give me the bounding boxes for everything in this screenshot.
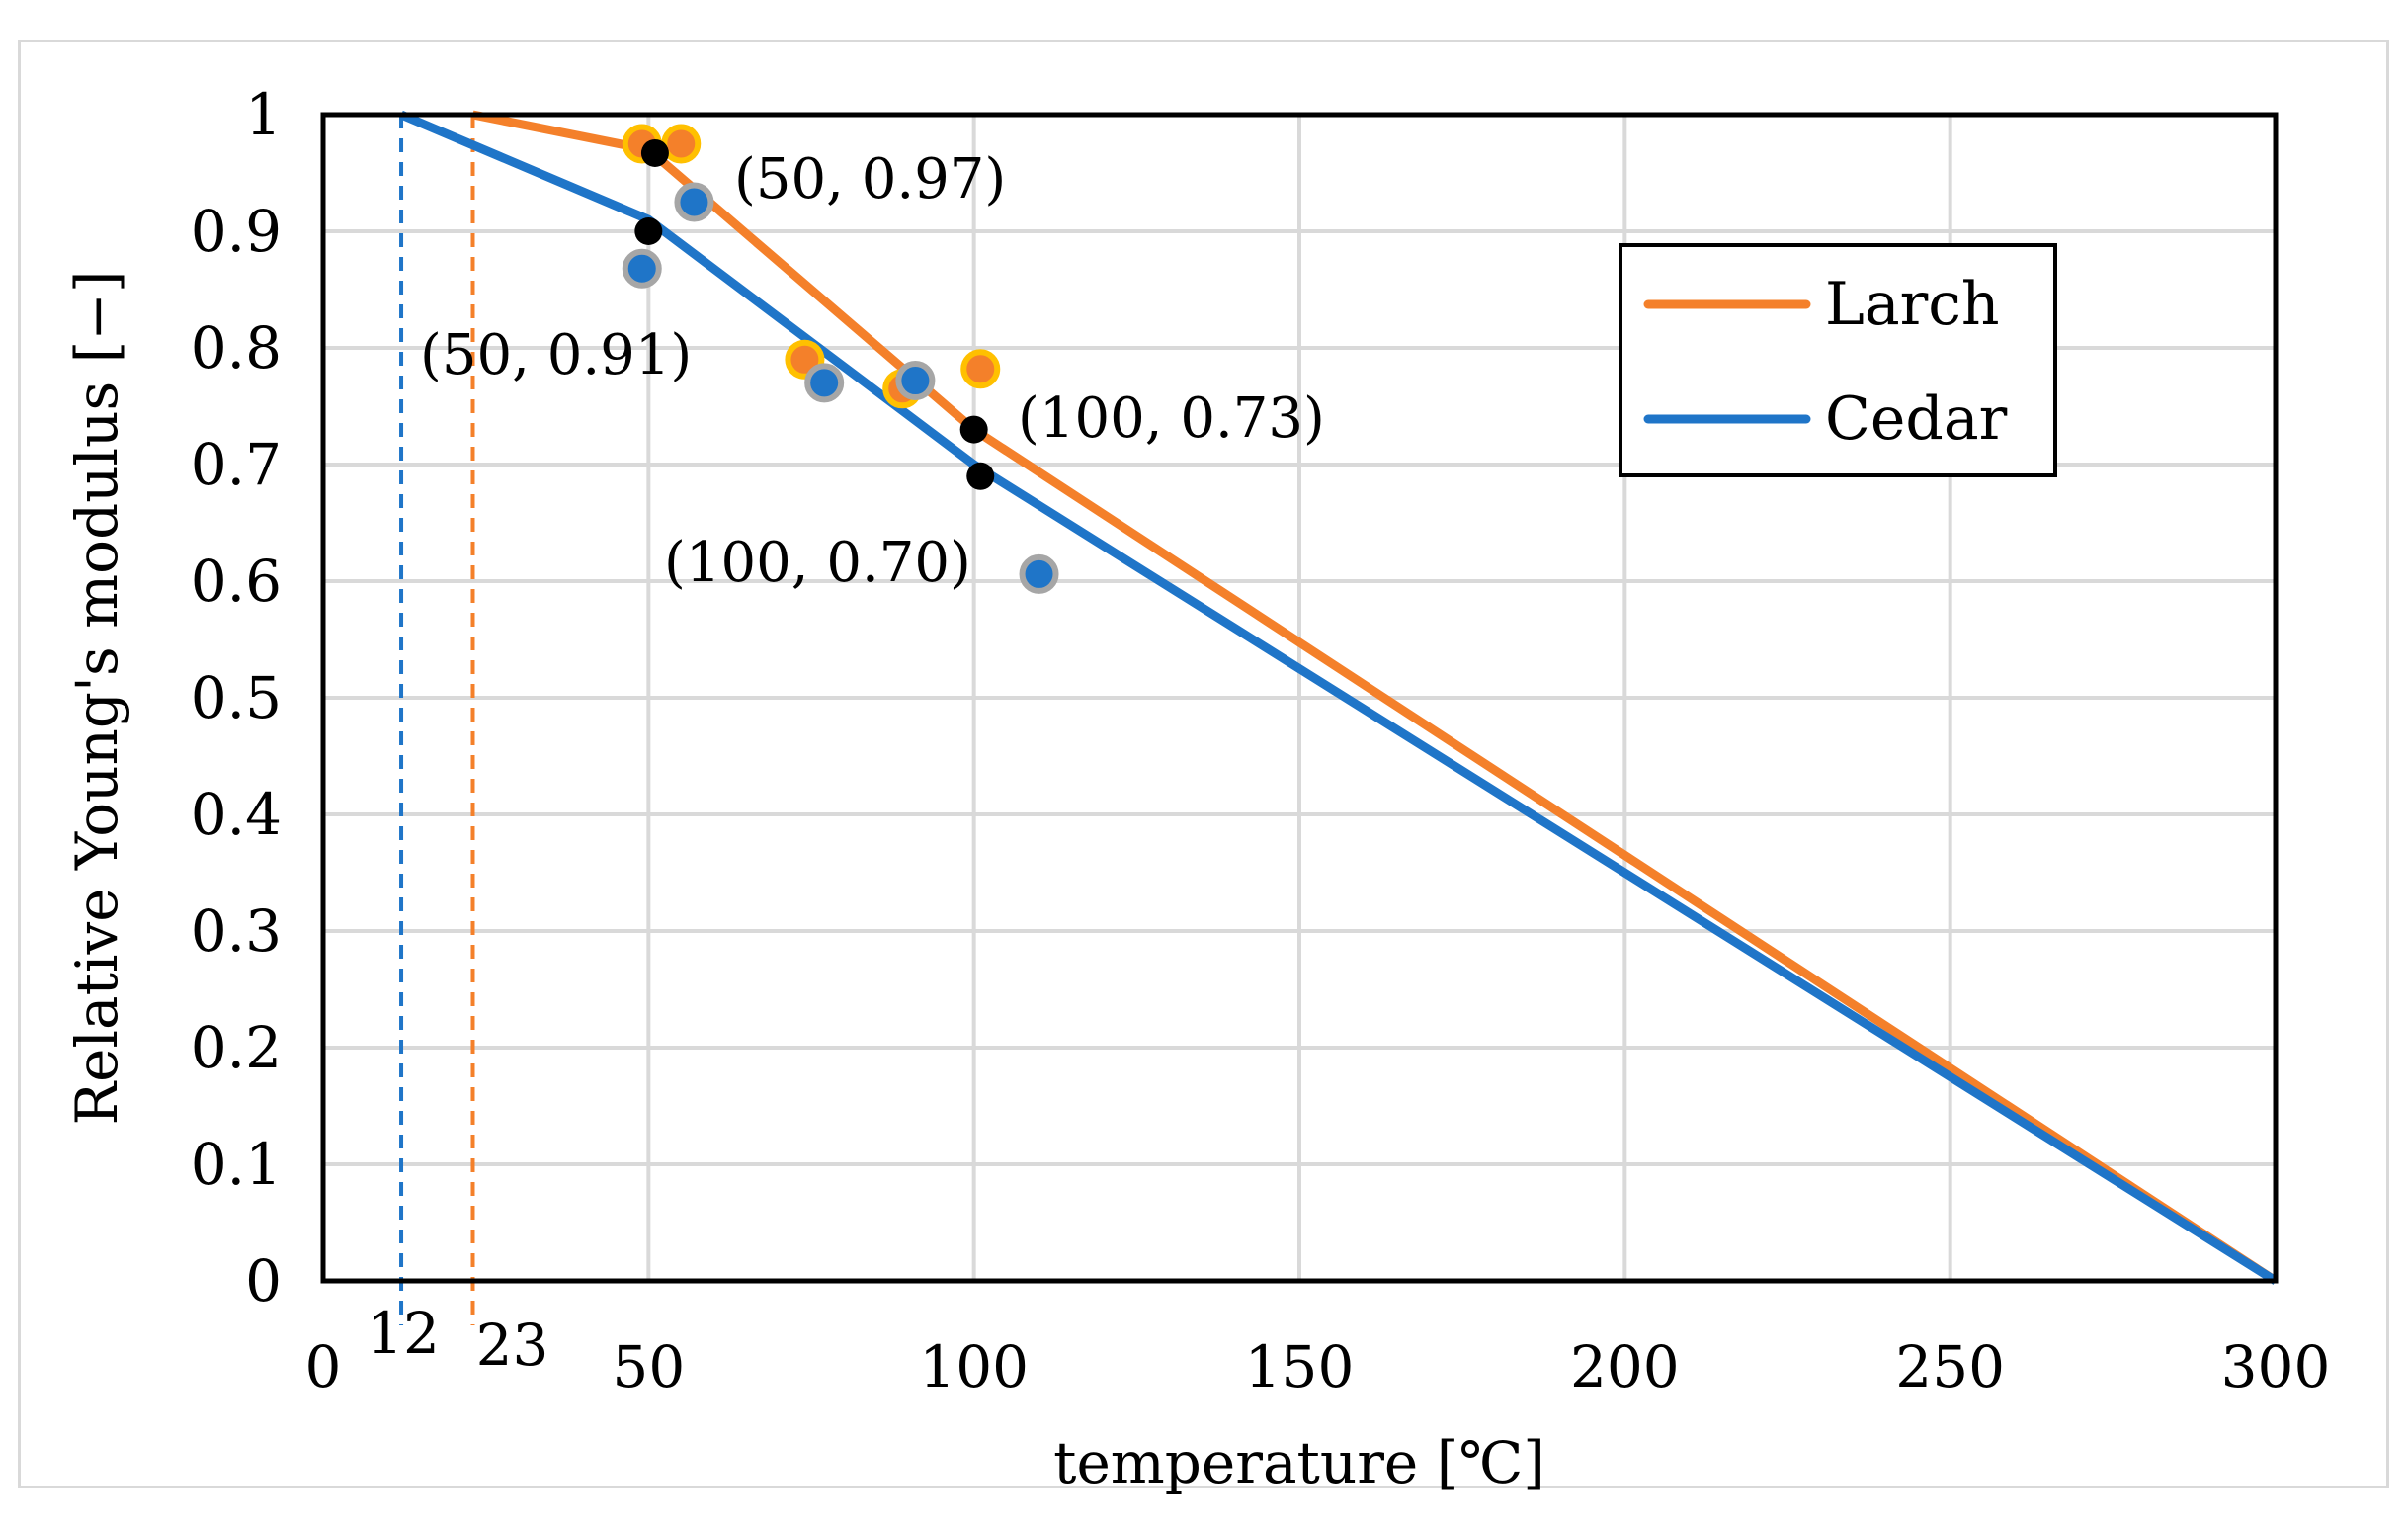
x-tick-label: 200 bbox=[1570, 1333, 1680, 1401]
x-marker-label-23: 23 bbox=[476, 1312, 549, 1379]
x-tick-label: 250 bbox=[1895, 1333, 2005, 1401]
scatter-points bbox=[622, 124, 1059, 594]
x-marker-label-12: 12 bbox=[367, 1300, 440, 1367]
series-line-larch bbox=[471, 110, 2279, 1285]
data-point bbox=[804, 363, 845, 403]
y-axis-title: Relative Young's modulus [−] bbox=[63, 270, 130, 1125]
y-tick-label: 0.6 bbox=[191, 548, 282, 615]
x-axis-title: temperature [℃] bbox=[1053, 1429, 1545, 1496]
data-point bbox=[634, 217, 663, 245]
annotation-label: (50, 0.97) bbox=[734, 147, 1006, 212]
y-tick-label: 0.7 bbox=[191, 431, 282, 498]
y-tick-label: 0.3 bbox=[191, 897, 282, 965]
annotations: (50, 0.97) (50, 0.91) (100, 0.73) (100, 0.7… bbox=[420, 147, 1325, 595]
x-tick-label: 50 bbox=[612, 1333, 685, 1401]
y-tick-label: 1 bbox=[245, 81, 282, 148]
annotation-label: (100, 0.73) bbox=[1018, 386, 1325, 451]
annotation-label: (50, 0.91) bbox=[420, 323, 692, 387]
x-axis-ticks: 0 50 100 150 200 250 300 12 23 bbox=[305, 1300, 2331, 1401]
chart-frame bbox=[18, 40, 2389, 1488]
y-tick-label: 0.5 bbox=[191, 664, 282, 731]
data-point bbox=[959, 415, 988, 444]
legend: Larch Cedar bbox=[1619, 243, 2057, 477]
data-point bbox=[640, 138, 669, 167]
reference-lines bbox=[399, 115, 475, 1325]
data-point bbox=[674, 182, 714, 222]
y-tick-label: 0.9 bbox=[191, 198, 282, 265]
data-point bbox=[1019, 553, 1059, 594]
y-tick-label: 0.4 bbox=[191, 781, 282, 848]
data-point bbox=[966, 462, 995, 490]
legend-label-larch: Larch bbox=[1825, 270, 2000, 339]
y-axis-ticks: 0 0.1 0.2 0.3 0.4 0.5 0.6 0.7 0.8 0.9 1 bbox=[191, 81, 282, 1315]
legend-label-cedar: Cedar bbox=[1825, 384, 2008, 454]
y-tick-label: 0.8 bbox=[191, 314, 282, 382]
x-tick-label: 150 bbox=[1245, 1333, 1355, 1401]
annotation-label: (100, 0.70) bbox=[664, 531, 971, 595]
legend-box bbox=[1619, 243, 2057, 477]
data-point bbox=[622, 248, 662, 289]
plot-border bbox=[320, 112, 2279, 1284]
x-tick-label: 100 bbox=[919, 1333, 1029, 1401]
y-tick-label: 0.1 bbox=[191, 1131, 282, 1198]
data-point bbox=[895, 361, 936, 401]
y-tick-label: 0.2 bbox=[191, 1014, 282, 1081]
y-tick-label: 0 bbox=[245, 1247, 282, 1315]
x-tick-label: 300 bbox=[2221, 1333, 2331, 1401]
data-point bbox=[960, 349, 1001, 389]
data-point bbox=[661, 124, 702, 164]
x-tick-label: 0 bbox=[305, 1333, 342, 1401]
